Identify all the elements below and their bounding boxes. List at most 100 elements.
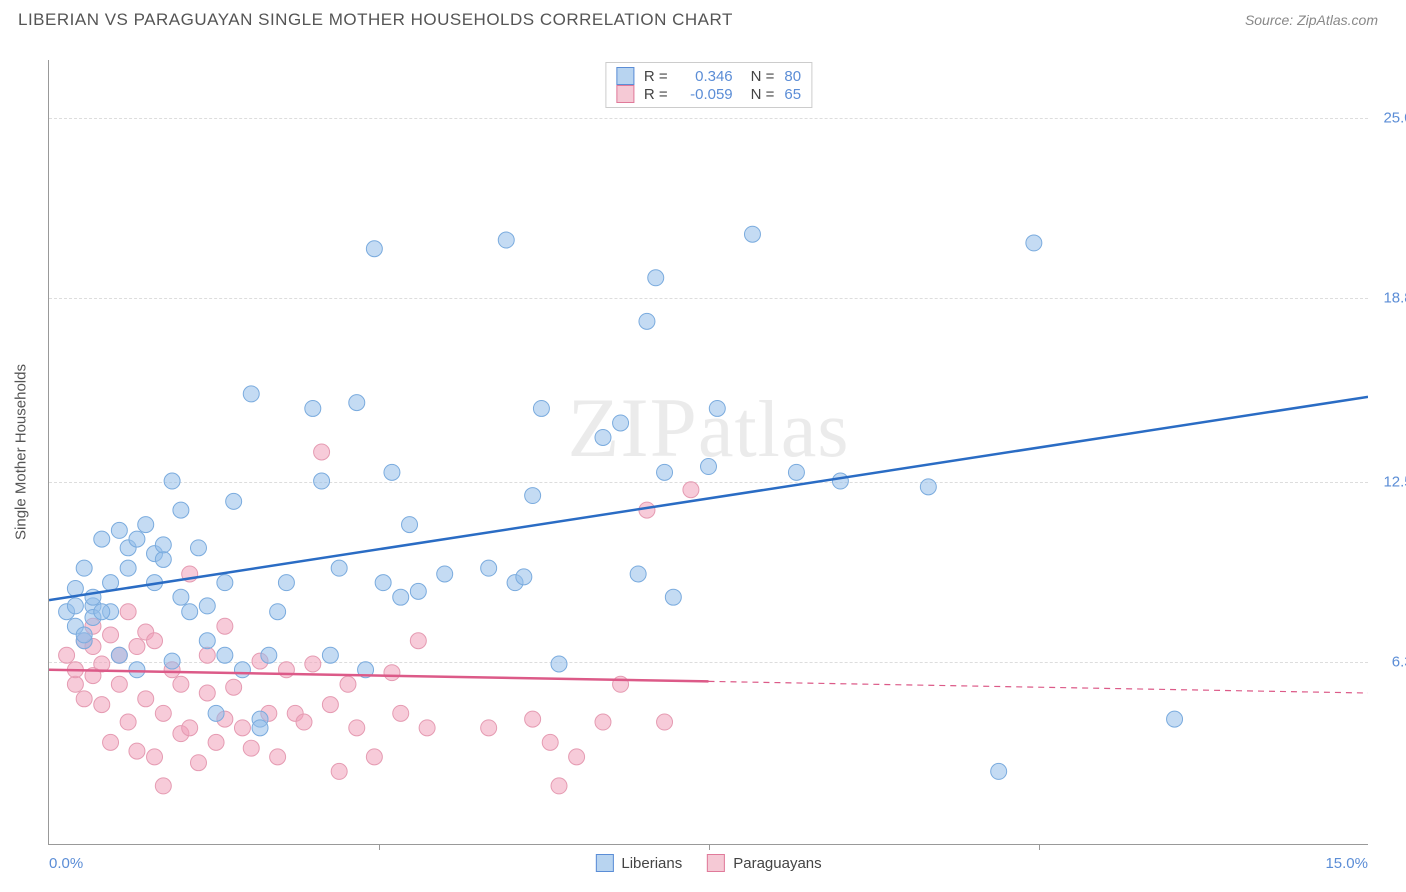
- scatter-point: [182, 604, 198, 620]
- legend-row: R =0.346N =80: [616, 67, 801, 85]
- scatter-point: [314, 444, 330, 460]
- scatter-point: [164, 653, 180, 669]
- scatter-point: [393, 589, 409, 605]
- legend-label: Liberians: [621, 855, 682, 872]
- scatter-point: [384, 464, 400, 480]
- scatter-point: [991, 763, 1007, 779]
- scatter-point: [76, 691, 92, 707]
- scatter-point: [366, 241, 382, 257]
- scatter-point: [701, 459, 717, 475]
- scatter-point: [683, 482, 699, 498]
- scatter-point: [59, 647, 75, 663]
- scatter-point: [569, 749, 585, 765]
- scatter-point: [525, 488, 541, 504]
- scatter-point: [217, 575, 233, 591]
- scatter-point: [410, 633, 426, 649]
- y-axis-label: Single Mother Households: [13, 364, 30, 540]
- source-attribution: Source: ZipAtlas.com: [1245, 12, 1378, 28]
- legend-swatch: [616, 85, 634, 103]
- x-tick: [379, 844, 380, 850]
- scatter-point: [111, 647, 127, 663]
- scatter-point: [270, 749, 286, 765]
- scatter-point: [322, 647, 338, 663]
- scatter-point: [94, 531, 110, 547]
- scatter-point: [788, 464, 804, 480]
- scatter-point: [551, 778, 567, 794]
- scatter-point: [120, 604, 136, 620]
- x-tick-max: 15.0%: [1325, 855, 1368, 872]
- scatter-point: [147, 749, 163, 765]
- scatter-point: [138, 691, 154, 707]
- legend-n-label: N =: [751, 86, 775, 103]
- trend-line: [49, 397, 1368, 600]
- scatter-point: [437, 566, 453, 582]
- scatter-point: [305, 656, 321, 672]
- scatter-point: [375, 575, 391, 591]
- scatter-point: [199, 647, 215, 663]
- scatter-point: [173, 676, 189, 692]
- scatter-point: [173, 589, 189, 605]
- scatter-point: [94, 697, 110, 713]
- scatter-point: [103, 734, 119, 750]
- legend-label: Paraguayans: [733, 855, 821, 872]
- scatter-point: [595, 429, 611, 445]
- scatter-point: [331, 763, 347, 779]
- scatter-point: [76, 560, 92, 576]
- scatter-point: [217, 618, 233, 634]
- scatter-point: [481, 720, 497, 736]
- scatter-point: [613, 415, 629, 431]
- scatter-point: [278, 575, 294, 591]
- legend-n-value: 65: [784, 86, 801, 103]
- scatter-point: [525, 711, 541, 727]
- scatter-point: [639, 502, 655, 518]
- scatter-point: [551, 656, 567, 672]
- x-tick: [1039, 844, 1040, 850]
- scatter-svg: [49, 60, 1368, 844]
- scatter-point: [261, 647, 277, 663]
- y-tick-label: 6.3%: [1392, 653, 1406, 670]
- scatter-point: [173, 502, 189, 518]
- scatter-point: [147, 633, 163, 649]
- scatter-point: [155, 551, 171, 567]
- scatter-point: [516, 569, 532, 585]
- y-tick-label: 25.0%: [1383, 110, 1406, 127]
- scatter-point: [111, 522, 127, 538]
- scatter-point: [155, 537, 171, 553]
- scatter-point: [103, 575, 119, 591]
- scatter-point: [1167, 711, 1183, 727]
- scatter-point: [349, 395, 365, 411]
- scatter-point: [1026, 235, 1042, 251]
- scatter-point: [129, 743, 145, 759]
- scatter-point: [665, 589, 681, 605]
- scatter-point: [252, 720, 268, 736]
- scatter-point: [111, 676, 127, 692]
- scatter-point: [340, 676, 356, 692]
- scatter-point: [129, 662, 145, 678]
- scatter-point: [419, 720, 435, 736]
- scatter-point: [226, 679, 242, 695]
- y-tick-label: 18.8%: [1383, 290, 1406, 307]
- scatter-point: [199, 598, 215, 614]
- scatter-point: [217, 647, 233, 663]
- scatter-point: [155, 705, 171, 721]
- scatter-point: [410, 583, 426, 599]
- scatter-point: [120, 560, 136, 576]
- scatter-point: [322, 697, 338, 713]
- scatter-point: [129, 639, 145, 655]
- scatter-point: [129, 531, 145, 547]
- trend-line-dash: [709, 681, 1369, 693]
- chart-title: LIBERIAN VS PARAGUAYAN SINGLE MOTHER HOU…: [18, 10, 733, 30]
- y-tick-label: 12.5%: [1383, 473, 1406, 490]
- scatter-point: [190, 540, 206, 556]
- scatter-point: [384, 665, 400, 681]
- scatter-point: [305, 400, 321, 416]
- scatter-point: [199, 633, 215, 649]
- scatter-point: [155, 778, 171, 794]
- x-tick: [709, 844, 710, 850]
- scatter-point: [744, 226, 760, 242]
- scatter-point: [709, 400, 725, 416]
- scatter-point: [67, 598, 83, 614]
- scatter-point: [67, 676, 83, 692]
- scatter-point: [314, 473, 330, 489]
- scatter-point: [120, 714, 136, 730]
